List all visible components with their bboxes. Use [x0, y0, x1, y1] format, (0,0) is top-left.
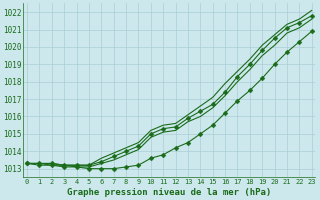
X-axis label: Graphe pression niveau de la mer (hPa): Graphe pression niveau de la mer (hPa)	[67, 188, 272, 197]
